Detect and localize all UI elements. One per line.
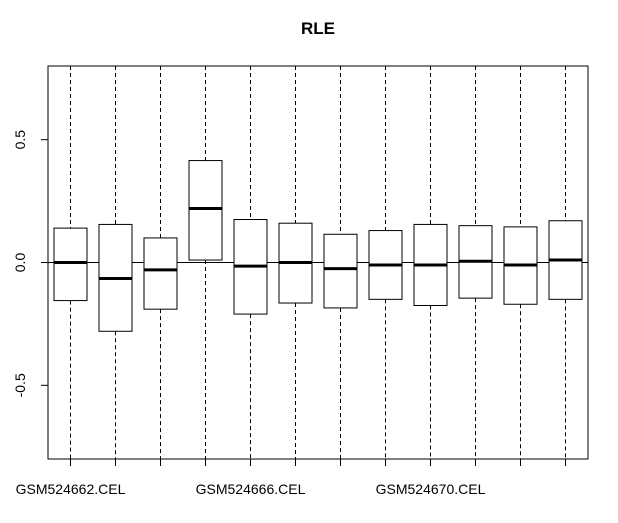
y-tick-label: 0.0 xyxy=(12,253,28,273)
box xyxy=(53,227,88,302)
chart-title: RLE xyxy=(301,19,335,38)
box xyxy=(143,237,178,310)
x-tick-label: GSM524670.CEL xyxy=(376,481,486,497)
x-tick-label: GSM524666.CEL xyxy=(196,481,306,497)
y-tick-label: -0.5 xyxy=(12,373,28,397)
box xyxy=(188,160,223,261)
box xyxy=(323,233,358,309)
y-tick-label: 0.5 xyxy=(12,130,28,150)
x-tick-label: GSM524662.CEL xyxy=(16,481,126,497)
